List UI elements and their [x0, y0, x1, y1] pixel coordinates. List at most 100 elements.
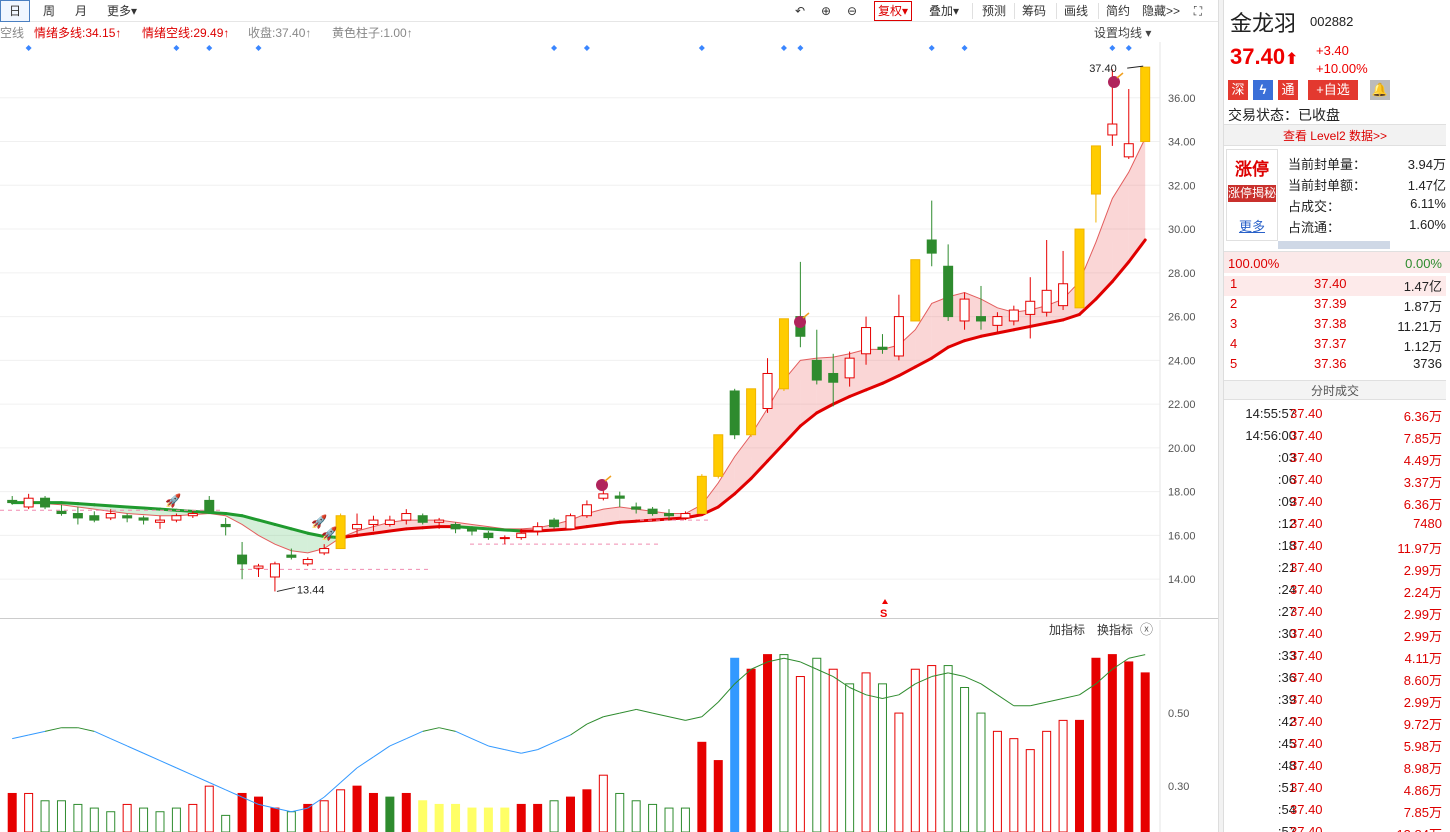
- candle-body: [1008, 309, 1019, 322]
- signal-diamond-marker: [698, 45, 705, 51]
- period-week-tab[interactable]: 周: [42, 4, 55, 18]
- stat-label: 当前封单量：: [1288, 157, 1367, 172]
- tick-volume: 11.97万: [1397, 541, 1442, 556]
- ma-settings-dropdown[interactable]: 设置均线 ▾: [1094, 26, 1152, 40]
- hide-panel-button[interactable]: 隐藏>>: [1142, 4, 1181, 18]
- legend-item: 情绪多线:34.15↑: [34, 26, 122, 40]
- tick-volume: 6.36万: [1403, 497, 1442, 512]
- indicator-line-segment: [1030, 701, 1047, 707]
- indicator-line-segment: [783, 657, 801, 663]
- tick-time: :09: [1277, 494, 1296, 509]
- indicator-line-segment: [882, 694, 899, 699]
- volume-bar: [648, 803, 658, 832]
- indicator-line-segment: [504, 749, 522, 754]
- indicator-line-segment: [997, 694, 1015, 707]
- indicator-line-segment: [291, 807, 308, 813]
- tick-volume: 8.98万: [1403, 761, 1442, 776]
- book-level: 2: [1230, 296, 1238, 311]
- ma-line-segment: [963, 334, 983, 343]
- ma-line-segment: [355, 531, 375, 537]
- indicator-line-segment: [12, 734, 29, 740]
- shenzhen-badge[interactable]: 深: [1228, 80, 1248, 100]
- tick-row: :27 37.40 2.99万: [1224, 601, 1446, 623]
- tick-time: :57: [1277, 824, 1296, 832]
- connect-badge[interactable]: 通: [1278, 80, 1298, 100]
- volume-bar: [927, 665, 937, 832]
- tick-volume: 4.11万: [1404, 651, 1442, 666]
- candle-body: [466, 528, 477, 532]
- indicator-line-segment: [685, 716, 702, 721]
- book-volume: 3736: [1413, 356, 1442, 371]
- panel-splitter[interactable]: [1218, 0, 1224, 832]
- fullscreen-icon[interactable]: ⛶: [1193, 4, 1203, 18]
- chart-toolbar: 日 周 月 更多▾ ↶ ⊕ ⊖ 复权▾ 叠加▾ 预测 筹码 画线 简约 隐藏>>…: [0, 0, 1218, 22]
- stat-value: 1.47亿: [1407, 178, 1446, 193]
- ma-line-segment: [503, 528, 523, 533]
- stat-label: 占成交：: [1288, 199, 1341, 214]
- limit-up-reveal-button[interactable]: 涨停揭秘: [1228, 185, 1277, 202]
- candle-body: [434, 519, 445, 523]
- indicator-line-segment: [143, 752, 161, 762]
- ma-line-segment: [995, 328, 1016, 335]
- zoom-in-icon[interactable]: ⊕: [820, 4, 832, 18]
- emotion-band-segment: [751, 408, 768, 479]
- bell-icon[interactable]: 🔔: [1370, 80, 1390, 100]
- fuquan-dropdown[interactable]: 复权▾: [874, 1, 913, 21]
- ma-line-segment: [125, 505, 146, 510]
- tick-time: :54: [1277, 802, 1296, 817]
- emotion-band-segment: [718, 456, 735, 507]
- sell-ratio: 0.00%: [1405, 256, 1442, 271]
- seal-amount: 当前封单额： 1.47亿: [1288, 175, 1446, 194]
- ma-line-segment: [1028, 321, 1049, 328]
- period-day-tab[interactable]: 日: [0, 0, 30, 22]
- add-favorite-button[interactable]: +自选: [1308, 80, 1358, 100]
- tick-row: :51 37.40 4.86万: [1224, 777, 1446, 799]
- signal-diamond-marker: [255, 45, 262, 51]
- volume-bar: [894, 712, 904, 832]
- kline-chart[interactable]: 14.00 16.00 18.00 20.00 22.00 24.00 26.00 28.00…: [0, 42, 1218, 617]
- signal-diamond-marker: [1109, 45, 1116, 51]
- chips-button[interactable]: 筹码: [1022, 4, 1047, 18]
- undo-icon[interactable]: ↶: [794, 4, 806, 18]
- more-link[interactable]: 更多: [1238, 219, 1265, 234]
- book-volume: 1.87万: [1403, 299, 1442, 314]
- legend-item: 情绪空线:29.49↑: [142, 26, 230, 40]
- candle-body: [762, 372, 773, 409]
- volume-bar: [713, 760, 723, 832]
- legend-item: 收盘:37.40↑: [248, 26, 312, 40]
- emotion-band-segment: [1095, 198, 1113, 300]
- tick-price: 37.40: [1290, 692, 1323, 707]
- y-tick-label: 36.00: [1168, 93, 1196, 105]
- overlay-dropdown[interactable]: 叠加▾: [929, 4, 960, 18]
- ma-line-segment: [191, 509, 211, 514]
- tick-volume: 8.60万: [1403, 673, 1442, 688]
- stat-value: 6.11%: [1410, 196, 1446, 211]
- volume-indicator-chart[interactable]: 0.50 0.30 加指标 换指标 ⓧ: [0, 620, 1218, 832]
- indicator-line-segment: [406, 730, 423, 740]
- zoom-out-icon[interactable]: ⊖: [846, 4, 858, 18]
- volume-bar: [204, 785, 214, 832]
- tick-volume: 7.85万: [1403, 431, 1442, 446]
- predict-button[interactable]: 预测: [982, 4, 1007, 18]
- ma-line-segment: [733, 477, 753, 496]
- tick-price: 37.40: [1290, 450, 1323, 465]
- candle-body: [992, 316, 1003, 326]
- candle-body: [450, 523, 461, 530]
- volume-bar: [385, 796, 395, 832]
- tick-time: :21: [1277, 560, 1296, 575]
- period-month-tab[interactable]: 月: [74, 4, 87, 18]
- ma-line-segment: [1012, 324, 1032, 332]
- collapse-handle[interactable]: [1278, 241, 1390, 249]
- period-more-dropdown[interactable]: 更多▾: [106, 4, 138, 18]
- indicator-line-segment: [1062, 694, 1080, 699]
- indicator-line-segment: [159, 760, 177, 769]
- level2-link[interactable]: 查看 Level2 数据>>: [1224, 124, 1446, 146]
- ma-line-segment: [421, 525, 441, 530]
- draw-line-button[interactable]: 画线: [1064, 4, 1089, 18]
- last-price: 37.40⬆: [1230, 44, 1298, 70]
- flash-icon[interactable]: ϟ: [1253, 80, 1273, 100]
- simple-mode-button[interactable]: 简约: [1106, 4, 1131, 18]
- volume-bar: [286, 811, 296, 832]
- tick-row: 14:55:57 37.40 6.36万: [1224, 403, 1446, 425]
- tick-time: :06: [1277, 472, 1296, 487]
